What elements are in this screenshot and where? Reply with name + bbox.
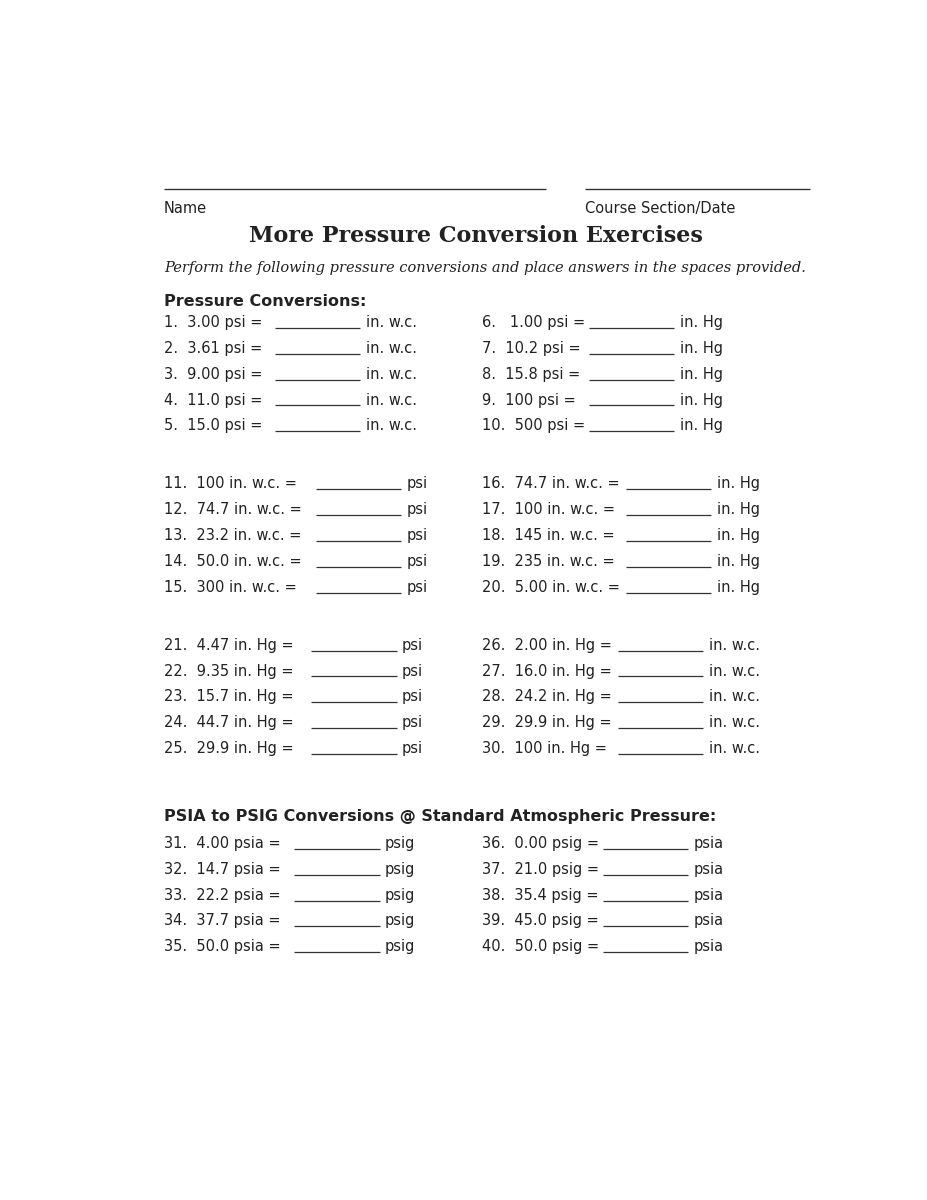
Text: More Pressure Conversion Exercises: More Pressure Conversion Exercises — [248, 224, 702, 247]
Text: 32.  14.7 psia =: 32. 14.7 psia = — [164, 862, 280, 877]
Text: in. w.c.: in. w.c. — [708, 689, 759, 704]
Text: 24.  44.7 in. Hg =: 24. 44.7 in. Hg = — [164, 715, 293, 730]
Text: 5.  15.0 psi =: 5. 15.0 psi = — [164, 419, 262, 433]
Text: 16.  74.7 in. w.c. =: 16. 74.7 in. w.c. = — [481, 476, 618, 492]
Text: 2.  3.61 psi =: 2. 3.61 psi = — [164, 341, 262, 356]
Text: 11.  100 in. w.c. =: 11. 100 in. w.c. = — [164, 476, 297, 492]
Text: in. w.c.: in. w.c. — [365, 316, 416, 330]
Text: 28.  24.2 in. Hg =: 28. 24.2 in. Hg = — [481, 689, 611, 704]
Text: in. Hg: in. Hg — [679, 341, 722, 356]
Text: 20.  5.00 in. w.c. =: 20. 5.00 in. w.c. = — [481, 580, 619, 595]
Text: Pressure Conversions:: Pressure Conversions: — [164, 294, 366, 310]
Text: 38.  35.4 psig =: 38. 35.4 psig = — [481, 888, 598, 902]
Text: 27.  16.0 in. Hg =: 27. 16.0 in. Hg = — [481, 664, 611, 678]
Text: 10.  500 psi =: 10. 500 psi = — [481, 419, 584, 433]
Text: 6.   1.00 psi =: 6. 1.00 psi = — [481, 316, 584, 330]
Text: 35.  50.0 psia =: 35. 50.0 psia = — [164, 940, 280, 954]
Text: 15.  300 in. w.c. =: 15. 300 in. w.c. = — [164, 580, 297, 595]
Text: psi: psi — [406, 528, 427, 544]
Text: 36.  0.00 psig =: 36. 0.00 psig = — [481, 836, 598, 851]
Text: 4.  11.0 psi =: 4. 11.0 psi = — [164, 392, 262, 408]
Text: in. w.c.: in. w.c. — [365, 341, 416, 356]
Text: 8.  15.8 psi =: 8. 15.8 psi = — [481, 367, 579, 382]
Text: 25.  29.9 in. Hg =: 25. 29.9 in. Hg = — [164, 740, 293, 756]
Text: psia: psia — [692, 940, 723, 954]
Text: psia: psia — [692, 862, 723, 877]
Text: Course Section/Date: Course Section/Date — [584, 200, 734, 216]
Text: 33.  22.2 psia =: 33. 22.2 psia = — [164, 888, 280, 902]
Text: psig: psig — [385, 913, 415, 929]
Text: psi: psi — [401, 664, 423, 678]
Text: 30.  100 in. Hg =: 30. 100 in. Hg = — [481, 740, 606, 756]
Text: 23.  15.7 in. Hg =: 23. 15.7 in. Hg = — [164, 689, 293, 704]
Text: in. w.c.: in. w.c. — [365, 419, 416, 433]
Text: psia: psia — [692, 888, 723, 902]
Text: psi: psi — [401, 689, 423, 704]
Text: psi: psi — [406, 580, 427, 595]
Text: psig: psig — [385, 888, 415, 902]
Text: 9.  100 psi =: 9. 100 psi = — [481, 392, 575, 408]
Text: psi: psi — [406, 554, 427, 569]
Text: psia: psia — [692, 913, 723, 929]
Text: in. Hg: in. Hg — [679, 419, 722, 433]
Text: in. Hg: in. Hg — [679, 392, 722, 408]
Text: 37.  21.0 psig =: 37. 21.0 psig = — [481, 862, 598, 877]
Text: 19.  235 in. w.c. =: 19. 235 in. w.c. = — [481, 554, 614, 569]
Text: 17.  100 in. w.c. =: 17. 100 in. w.c. = — [481, 503, 615, 517]
Text: in. Hg: in. Hg — [679, 367, 722, 382]
Text: 22.  9.35 in. Hg =: 22. 9.35 in. Hg = — [164, 664, 293, 678]
Text: in. Hg: in. Hg — [716, 476, 759, 492]
Text: psi: psi — [406, 476, 427, 492]
Text: in. w.c.: in. w.c. — [708, 715, 759, 730]
Text: 14.  50.0 in. w.c. =: 14. 50.0 in. w.c. = — [164, 554, 301, 569]
Text: psi: psi — [401, 740, 423, 756]
Text: in. Hg: in. Hg — [716, 528, 759, 544]
Text: in. w.c.: in. w.c. — [708, 740, 759, 756]
Text: in. w.c.: in. w.c. — [365, 367, 416, 382]
Text: psi: psi — [406, 503, 427, 517]
Text: 21.  4.47 in. Hg =: 21. 4.47 in. Hg = — [164, 637, 293, 653]
Text: 26.  2.00 in. Hg =: 26. 2.00 in. Hg = — [481, 637, 611, 653]
Text: 18.  145 in. w.c. =: 18. 145 in. w.c. = — [481, 528, 614, 544]
Text: Name: Name — [164, 200, 207, 216]
Text: psig: psig — [385, 862, 415, 877]
Text: in. Hg: in. Hg — [679, 316, 722, 330]
Text: in. w.c.: in. w.c. — [708, 637, 759, 653]
Text: Perform the following pressure conversions and place answers in the spaces provi: Perform the following pressure conversio… — [164, 262, 805, 275]
Text: psia: psia — [692, 836, 723, 851]
Text: 40.  50.0 psig =: 40. 50.0 psig = — [481, 940, 598, 954]
Text: in. Hg: in. Hg — [716, 503, 759, 517]
Text: psig: psig — [385, 836, 415, 851]
Text: 39.  45.0 psig =: 39. 45.0 psig = — [481, 913, 598, 929]
Text: in. Hg: in. Hg — [716, 580, 759, 595]
Text: in. w.c.: in. w.c. — [708, 664, 759, 678]
Text: 3.  9.00 psi =: 3. 9.00 psi = — [164, 367, 262, 382]
Text: 29.  29.9 in. Hg =: 29. 29.9 in. Hg = — [481, 715, 611, 730]
Text: 13.  23.2 in. w.c. =: 13. 23.2 in. w.c. = — [164, 528, 301, 544]
Text: psi: psi — [401, 637, 423, 653]
Text: psi: psi — [401, 715, 423, 730]
Text: 34.  37.7 psia =: 34. 37.7 psia = — [164, 913, 280, 929]
Text: 12.  74.7 in. w.c. =: 12. 74.7 in. w.c. = — [164, 503, 301, 517]
Text: PSIA to PSIG Conversions @ Standard Atmospheric Pressure:: PSIA to PSIG Conversions @ Standard Atmo… — [164, 809, 716, 824]
Text: 7.  10.2 psi =: 7. 10.2 psi = — [481, 341, 579, 356]
Text: 1.  3.00 psi =: 1. 3.00 psi = — [164, 316, 262, 330]
Text: 31.  4.00 psia =: 31. 4.00 psia = — [164, 836, 280, 851]
Text: in. w.c.: in. w.c. — [365, 392, 416, 408]
Text: psig: psig — [385, 940, 415, 954]
Text: in. Hg: in. Hg — [716, 554, 759, 569]
